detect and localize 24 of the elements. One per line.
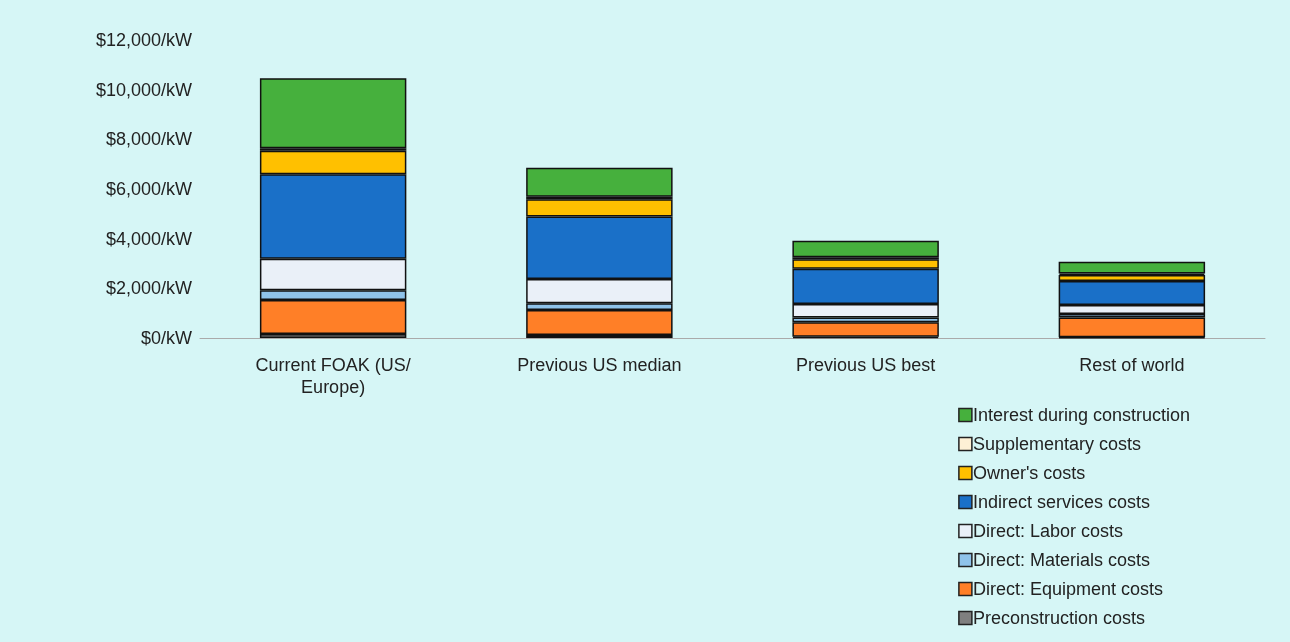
- y-tick-label: $6,000/kW: [105, 179, 193, 199]
- y-tick-label: $4,000/kW: [105, 228, 193, 249]
- legend-label: Direct: Materials costs: [972, 550, 1150, 570]
- bar: [1058, 261, 1206, 274]
- y-tick-label: $10,000/kW: [95, 79, 192, 100]
- x-tick-label: Previous US best: [796, 355, 936, 375]
- legend-label: Supplementary costs: [972, 434, 1141, 454]
- y-tick-label: $0/kW: [140, 328, 193, 348]
- legend-label: Direct: Labor costs: [972, 521, 1123, 541]
- bar: [526, 167, 673, 197]
- y-tick-label: $2,000/kW: [105, 278, 193, 299]
- legend-label: Preconstruction costs: [972, 608, 1145, 628]
- bar: [792, 240, 939, 258]
- bar: [1058, 317, 1206, 338]
- legend-label: Interest during construction: [972, 405, 1191, 425]
- x-tick-label: Previous US median: [517, 355, 682, 375]
- y-tick-label: $12,000/kW: [95, 30, 192, 50]
- legend-label: Owner's costs: [972, 463, 1086, 483]
- bar: [259, 78, 407, 149]
- x-tick-label: Rest of world: [1079, 355, 1185, 375]
- y-tick-label: $8,000/kW: [105, 129, 193, 150]
- legend-label: Direct: Equipment costs: [972, 579, 1163, 599]
- legend-label: Indirect services costs: [972, 492, 1150, 512]
- x-tick-label: Current FOAK (US/Europe): [255, 355, 411, 397]
